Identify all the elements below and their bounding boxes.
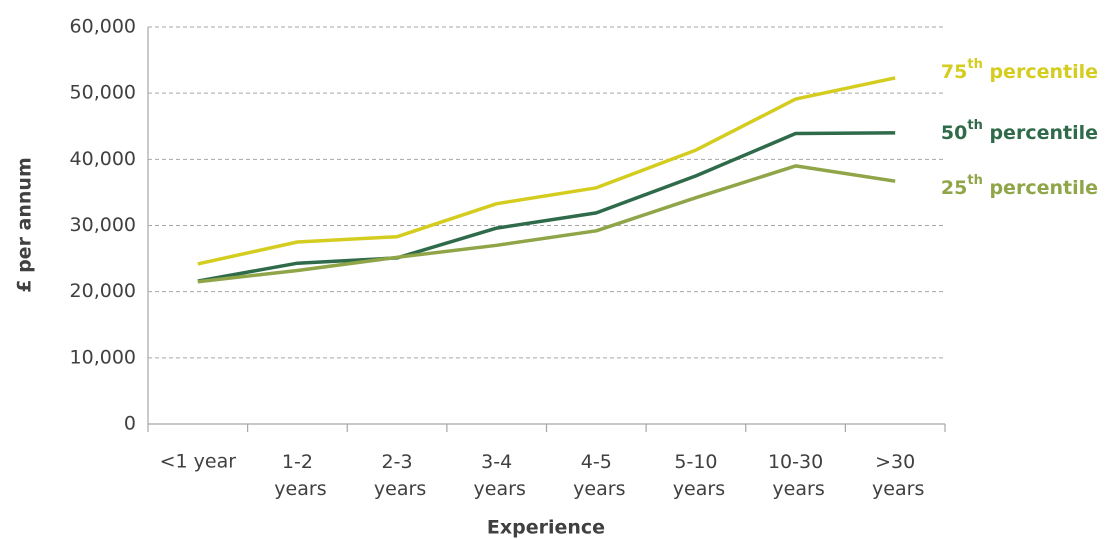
y-tick-label: 20,000 [70,280,136,302]
legend-label: 25th percentile [941,173,1098,199]
y-tick-label: 10,000 [70,346,136,368]
y-tick-label: 0 [124,413,136,435]
y-tick-label: 60,000 [70,16,136,38]
x-tick-label: 5-10 years [667,451,725,500]
x-tick-label: 2-3 years [368,451,426,500]
x-tick-label: >30 years [866,451,924,500]
y-tick-label: 30,000 [70,214,136,236]
x-tick-label: 4-5 years [567,451,625,500]
legend-label: 50th percentile [941,118,1098,144]
x-tick-label: 1-2 years [268,451,326,500]
y-axis-label: £ per annum [14,157,36,293]
x-tick-label: <1 year [160,451,237,473]
line [197,76,896,266]
x-axis-label: Experience [487,517,605,539]
x-tick-label: 10-30 years [766,451,824,500]
line [197,131,896,283]
y-tick-label: 40,000 [70,148,136,170]
line [197,164,896,284]
y-tick-label: 50,000 [70,82,136,104]
x-tick-label: 3-4 years [468,451,526,500]
legend-label: 75th percentile [941,57,1098,83]
